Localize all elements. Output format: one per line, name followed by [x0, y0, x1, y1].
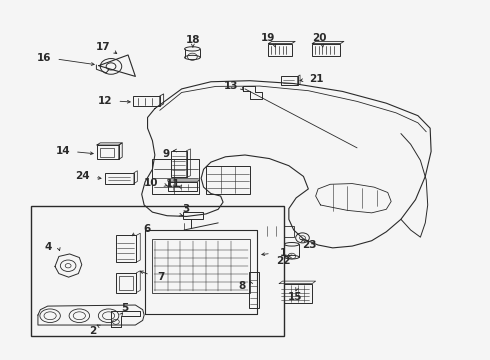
Bar: [133, 96, 160, 106]
Bar: [119, 276, 133, 290]
Bar: [211, 207, 240, 219]
Text: 15: 15: [288, 292, 302, 302]
Bar: [105, 173, 134, 184]
Text: 4: 4: [45, 242, 52, 252]
Text: 5: 5: [121, 302, 128, 312]
Text: 14: 14: [55, 146, 70, 156]
Bar: [116, 273, 136, 293]
Text: 19: 19: [261, 33, 275, 43]
Text: 18: 18: [186, 35, 200, 45]
Text: 17: 17: [96, 42, 110, 52]
Bar: [269, 44, 292, 56]
Text: 11: 11: [166, 179, 181, 189]
Text: 20: 20: [312, 33, 326, 43]
Bar: [260, 226, 294, 237]
Text: 2: 2: [89, 326, 96, 336]
Text: 8: 8: [238, 282, 245, 292]
Bar: [171, 151, 187, 177]
Bar: [116, 235, 136, 262]
Bar: [100, 148, 115, 157]
Text: 9: 9: [163, 149, 170, 159]
Text: 12: 12: [98, 96, 112, 106]
Bar: [30, 206, 284, 337]
Text: 24: 24: [75, 171, 90, 181]
Bar: [97, 145, 119, 159]
Text: 6: 6: [143, 224, 150, 234]
Text: 16: 16: [37, 53, 51, 63]
Text: 13: 13: [224, 81, 239, 91]
Text: 3: 3: [182, 204, 189, 214]
Text: 22: 22: [276, 256, 290, 266]
Text: 21: 21: [309, 74, 324, 84]
Text: 10: 10: [144, 178, 159, 188]
Bar: [152, 239, 250, 293]
Bar: [279, 284, 312, 303]
Text: 7: 7: [157, 272, 165, 282]
Text: 23: 23: [302, 240, 317, 250]
Bar: [183, 212, 202, 219]
Bar: [312, 44, 341, 56]
Bar: [249, 272, 259, 308]
Bar: [152, 158, 199, 194]
Text: 1: 1: [279, 248, 287, 257]
Bar: [168, 182, 197, 191]
Bar: [281, 76, 297, 85]
Bar: [206, 166, 250, 194]
